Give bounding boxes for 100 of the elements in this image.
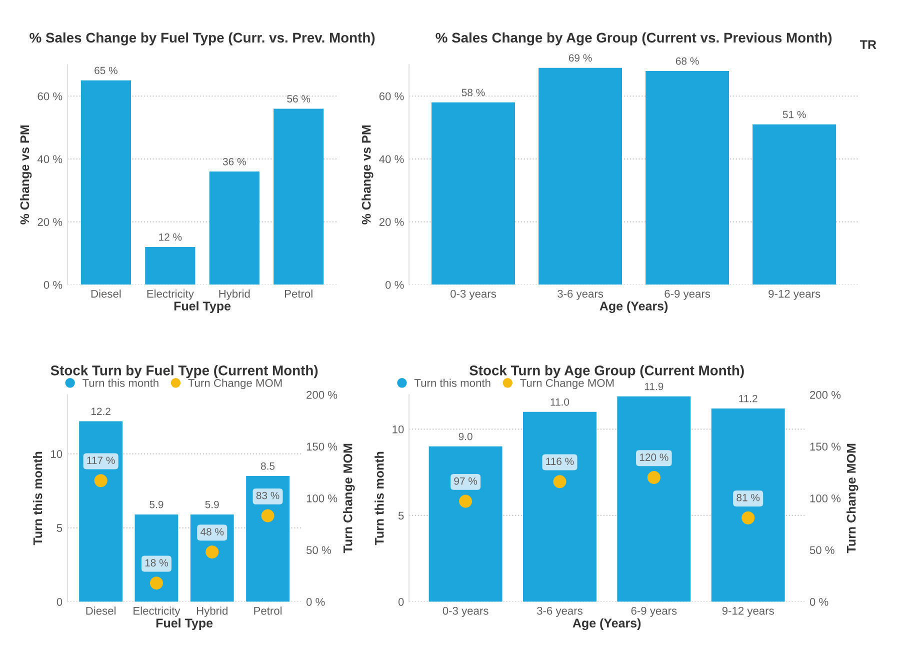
data-label: 83 %	[256, 492, 280, 500]
y2-tick-label: 150 %	[810, 442, 841, 451]
x-tick-label: 0-3 years	[450, 290, 496, 300]
x-tick-label: Diesel	[86, 606, 116, 615]
data-label: 51 %	[782, 110, 806, 118]
chart-title: % Sales Change by Age Group (Current vs. Previous Month)	[436, 32, 832, 46]
y-tick-label: 0	[56, 598, 62, 606]
y2-tick-label: 0 %	[810, 598, 828, 606]
x-axis-title: Fuel Type	[156, 618, 213, 630]
data-label: 12.2	[91, 408, 110, 415]
y-tick-label: 10	[392, 425, 404, 434]
x-tick-label: Petrol	[284, 290, 312, 298]
y-tick-label: 40 %	[37, 155, 62, 164]
data-label: 69 %	[568, 54, 592, 62]
legend-label: Turn this month	[414, 378, 490, 387]
x-tick-label: Electricity	[147, 290, 194, 300]
data-label: 8.5	[260, 462, 275, 470]
data-label: 116 %	[546, 458, 574, 466]
x-axis-title: Age (Years)	[572, 618, 641, 630]
x-tick-label: Electricity	[134, 606, 180, 617]
chart-title: Stock Turn by Fuel Type (Current Month)	[50, 365, 318, 378]
y-tick-label: 0 %	[385, 280, 404, 289]
data-label: 65 %	[94, 66, 118, 74]
y-tick-label: 60 %	[38, 92, 62, 100]
y-axis-title: Turn this month	[374, 452, 384, 546]
data-label: 11.0	[550, 398, 570, 406]
point	[94, 474, 108, 488]
y-axis-title: % Change vs PM	[362, 126, 374, 224]
data-label: 56 %	[287, 95, 310, 102]
point	[647, 470, 660, 484]
x-tick-label: 6-9 years	[631, 606, 677, 617]
data-label: 120 %	[640, 454, 668, 461]
data-label: 81 %	[736, 494, 760, 502]
bar	[538, 68, 622, 285]
legend-label: Turn this month	[82, 378, 158, 387]
y2-axis-title: Turn Change MOM	[343, 444, 355, 554]
y2-tick-label: 150 %	[306, 442, 338, 451]
bar	[646, 70, 730, 285]
y2-tick-label: 100 %	[306, 494, 338, 502]
bar	[274, 108, 324, 285]
x-tick-label: 9-12 years	[768, 290, 820, 300]
x-tick-label: 3-6 years	[558, 290, 604, 300]
x-tick-label: 6-9 years	[664, 290, 710, 300]
y-axis-title: Turn this month	[33, 452, 42, 546]
y2-tick-label: 50 %	[306, 546, 331, 554]
y-tick-label: 20 %	[379, 218, 404, 226]
point	[742, 511, 755, 524]
legend-label: Turn Change MOM	[188, 378, 282, 390]
point	[261, 509, 274, 522]
x-tick-label: Hybrid	[219, 290, 250, 300]
x-tick-label: 3-6 years	[537, 606, 582, 617]
x-tick-label: Diesel	[91, 290, 121, 298]
x-tick-label: 0-3 years	[442, 606, 488, 617]
bar	[432, 102, 515, 285]
y-tick-label: 0 %	[44, 280, 62, 289]
point	[150, 576, 163, 590]
x-axis-title: Fuel Type	[174, 301, 231, 313]
point	[553, 475, 566, 488]
data-label: 9.0	[458, 432, 472, 440]
x-axis-title: Age (Years)	[600, 301, 668, 313]
y-tick-label: 60 %	[379, 92, 404, 100]
y-tick-label: 10	[51, 450, 62, 458]
data-label: 68 %	[676, 57, 699, 65]
data-label: 11.9	[644, 382, 664, 390]
y2-tick-label: 100 %	[810, 494, 841, 502]
text: TR	[860, 40, 876, 49]
data-label: 18 %	[145, 559, 168, 567]
y2-tick-label: 50 %	[810, 546, 834, 554]
bar	[428, 446, 502, 602]
y2-axis-title: Turn Change MOM	[846, 444, 858, 554]
bar	[145, 246, 196, 285]
data-label: 58 %	[462, 88, 485, 96]
x-tick-label: 9-12 years	[722, 606, 774, 617]
y2-tick-label: 200 %	[306, 390, 338, 399]
y2-tick-label: 0 %	[306, 598, 325, 606]
data-label: 5.9	[205, 500, 219, 508]
y-axis-title: % Change vs PM	[20, 126, 32, 224]
bar	[209, 172, 260, 285]
y-tick-label: 20 %	[38, 218, 62, 226]
bar	[752, 124, 836, 285]
y-tick-label: 0	[398, 598, 404, 606]
data-label: 11.2	[739, 394, 758, 402]
y-tick-label: 40 %	[379, 155, 404, 164]
y-tick-label: 5	[56, 524, 62, 532]
chart-title: % Sales Change by Fuel Type (Curr. vs. Prev. Month)	[30, 32, 375, 46]
data-label: 5.9	[150, 500, 164, 508]
data-label: 12 %	[159, 233, 182, 241]
x-tick-label: Hybrid	[196, 606, 228, 617]
data-label: 48 %	[200, 528, 224, 536]
chart-title: Stock Turn by Age Group (Current Month)	[470, 365, 744, 378]
x-tick-label: Petrol	[254, 606, 282, 615]
data-label: 36 %	[222, 158, 246, 166]
legend-label: Turn Change MOM	[520, 378, 614, 390]
y-tick-label: 5	[398, 512, 404, 520]
point	[206, 546, 219, 559]
data-label: 117 %	[87, 456, 115, 464]
point	[459, 494, 472, 508]
data-label: 97 %	[454, 477, 478, 485]
bar	[711, 408, 785, 602]
bar	[617, 396, 691, 602]
